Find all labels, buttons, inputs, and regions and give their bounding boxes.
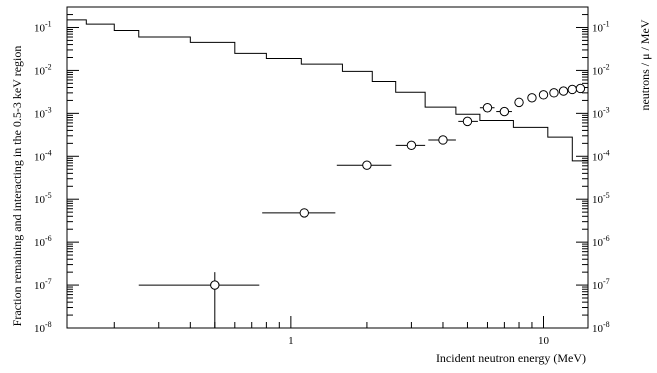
y-tick-label-right: 10-2 <box>592 62 610 77</box>
y-tick-label-right: 10-5 <box>592 191 610 206</box>
data-point <box>482 103 493 113</box>
data-point-group <box>262 208 336 218</box>
y-tick-label-left: 10-4 <box>34 148 52 163</box>
data-point <box>575 83 586 94</box>
data-point-group <box>496 106 512 117</box>
y-tick-label-right: 10-1 <box>592 19 610 34</box>
y-tick-label-left: 10-6 <box>34 234 52 249</box>
y-tick-label-right: 10-7 <box>592 277 610 292</box>
data-point <box>567 84 577 95</box>
y-tick-label-left: 10-8 <box>34 320 52 335</box>
data-point-group <box>514 97 524 108</box>
data-point <box>438 135 448 145</box>
y-tick-label-right: 10-8 <box>592 320 610 335</box>
y-axis-title-right: neutrons / μ / MeV <box>638 19 652 110</box>
data-point <box>210 280 220 290</box>
points-series <box>138 83 586 328</box>
data-point <box>549 88 559 98</box>
y-tick-label-left: 10-2 <box>34 62 52 77</box>
data-point <box>362 160 372 170</box>
data-point <box>462 116 473 127</box>
data-point-group <box>575 83 586 94</box>
data-point-group <box>549 88 559 98</box>
data-point-group <box>558 86 569 96</box>
y-tick-label-left: 10-7 <box>34 277 52 292</box>
data-point-group <box>458 116 478 127</box>
axis-ticks <box>67 6 588 329</box>
data-point <box>406 140 417 151</box>
data-point <box>538 90 549 100</box>
data-point <box>558 86 569 96</box>
data-point-group <box>527 93 537 103</box>
data-point <box>299 208 309 218</box>
data-point <box>499 106 510 117</box>
x-axis-title: Incident neutron energy (MeV) <box>436 351 586 365</box>
plot-frame <box>66 6 589 329</box>
data-point-group <box>336 160 392 170</box>
y-axis-title-left: Fraction remaining and interacting in th… <box>10 46 24 327</box>
x-tick-label: 1 <box>288 335 294 347</box>
data-point-group <box>479 103 495 113</box>
x-tick-label: 10 <box>538 335 550 347</box>
data-point-group <box>538 90 549 100</box>
y-tick-label-right: 10-6 <box>592 234 610 249</box>
plot-border <box>66 6 589 329</box>
y-tick-label-right: 10-3 <box>592 105 610 120</box>
data-point-group <box>395 140 426 151</box>
histogram-series <box>67 19 588 162</box>
data-point-group <box>567 84 577 95</box>
histogram-line <box>67 19 588 162</box>
data-point <box>527 93 537 103</box>
y-tick-label-right: 10-4 <box>592 148 610 163</box>
data-point-group <box>428 135 456 145</box>
y-tick-label-left: 10-5 <box>34 191 52 206</box>
y-tick-label-left: 10-3 <box>34 105 52 120</box>
y-tick-label-left: 10-1 <box>34 19 52 34</box>
data-point-group <box>138 272 260 328</box>
tick-labels: 10-8 10-8 10-7 10-7 10-6 10-6 10-5 10-5 10-4 10-4… <box>34 19 610 347</box>
data-point <box>514 97 524 108</box>
